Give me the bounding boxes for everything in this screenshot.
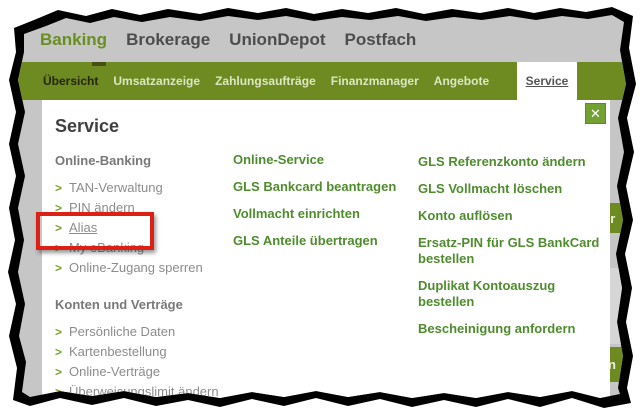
link-tan-verwaltung[interactable]: > TAN-Verwaltung [55, 178, 240, 198]
sub-nav-item-zahlungsauftraege[interactable]: Zahlungsaufträge [215, 74, 316, 88]
sub-nav-item-finanzmanager[interactable]: Finanzmanager [330, 74, 419, 88]
link-label: Persönliche Daten [69, 324, 176, 339]
link-online-zugang-sperren[interactable]: > Online-Zugang sperren [55, 258, 240, 278]
close-icon[interactable]: ✕ [585, 103, 606, 124]
link-ersatz-pin-bestellen[interactable]: Ersatz-PIN für GLS BankCard bestellen [418, 235, 600, 266]
link-gls-referenzkonto-aendern[interactable]: GLS Referenzkonto ändern [418, 154, 586, 169]
link-ueberweisungslimit-aendern[interactable]: > Überweisungslimit ändern [55, 382, 240, 399]
chevron-right-icon: > [55, 365, 63, 379]
chevron-right-icon: > [55, 325, 63, 339]
chevron-right-icon: > [55, 201, 63, 215]
panel-column-middle: Online-Service GLS Bankcard beantragen V… [233, 152, 413, 260]
main-nav-item-uniondepot[interactable]: UnionDepot [229, 30, 326, 49]
service-flyout-panel: ✕ Service Online-Banking > TAN-Verwaltun… [36, 100, 610, 399]
link-kartenbestellung[interactable]: > Kartenbestellung [55, 342, 240, 362]
section-heading-online-banking: Online-Banking [55, 153, 152, 168]
link-label: PIN ändern [69, 200, 135, 215]
chevron-right-icon: > [55, 385, 63, 399]
chevron-right-icon: > [55, 221, 63, 235]
link-label: TAN-Verwaltung [69, 180, 163, 195]
link-online-vertraege[interactable]: > Online-Verträge [55, 362, 240, 382]
link-label: Online-Zugang sperren [69, 260, 203, 275]
link-persoenliche-daten[interactable]: > Persönliche Daten [55, 322, 240, 342]
link-label: Kartenbestellung [69, 344, 167, 359]
panel-column-right: GLS Referenzkonto ändern GLS Vollmacht l… [418, 154, 608, 348]
link-gls-bankcard-beantragen[interactable]: GLS Bankcard beantragen [233, 179, 397, 194]
link-alias[interactable]: > Alias [55, 218, 240, 238]
panel-title: Service [55, 116, 120, 136]
active-tab-marker [92, 62, 106, 66]
sub-nav-item-uebersicht[interactable]: Übersicht [43, 74, 99, 88]
chevron-right-icon: > [55, 241, 63, 255]
panel-column-left: Online-Banking > TAN-Verwaltung > PIN än… [55, 152, 240, 399]
sub-nav-item-umsatzanzeige[interactable]: Umsatzanzeige [113, 74, 201, 88]
main-nav-item-postfach[interactable]: Postfach [344, 30, 417, 49]
sub-nav-item-service[interactable]: Service [517, 62, 577, 100]
chevron-right-icon: > [55, 345, 63, 359]
main-nav: Banking Brokerage UnionDepot Postfach [40, 30, 416, 50]
sub-nav-item-angebote[interactable]: Angebote [433, 74, 490, 88]
link-online-service[interactable]: Online-Service [233, 152, 325, 167]
link-gls-vollmacht-loeschen[interactable]: GLS Vollmacht löschen [418, 181, 563, 196]
link-gls-anteile-uebertragen[interactable]: GLS Anteile übertragen [233, 233, 378, 248]
chevron-right-icon: > [55, 181, 63, 195]
link-my-ebanking[interactable]: > My eBanking [55, 238, 240, 258]
link-konto-aufloesen[interactable]: Konto auflösen [418, 208, 513, 223]
sub-nav-service-label: Service [525, 74, 569, 88]
section-heading-konten-und-vertraege: Konten und Verträge [55, 297, 183, 312]
link-vollmacht-einrichten[interactable]: Vollmacht einrichten [233, 206, 360, 221]
link-bescheinigung-anfordern[interactable]: Bescheinigung anfordern [418, 321, 576, 336]
link-label: Überweisungslimit ändern [69, 384, 219, 399]
chevron-right-icon: > [55, 261, 63, 275]
link-pin-aendern[interactable]: > PIN ändern [55, 198, 240, 218]
link-label: Online-Verträge [69, 364, 161, 379]
main-nav-item-banking[interactable]: Banking [40, 30, 108, 49]
main-nav-item-brokerage[interactable]: Brokerage [126, 30, 211, 49]
link-label: My eBanking [69, 240, 145, 255]
link-duplikat-kontoauszug-bestellen[interactable]: Duplikat Kontoauszug bestellen [418, 278, 556, 309]
link-label: Alias [69, 220, 98, 235]
